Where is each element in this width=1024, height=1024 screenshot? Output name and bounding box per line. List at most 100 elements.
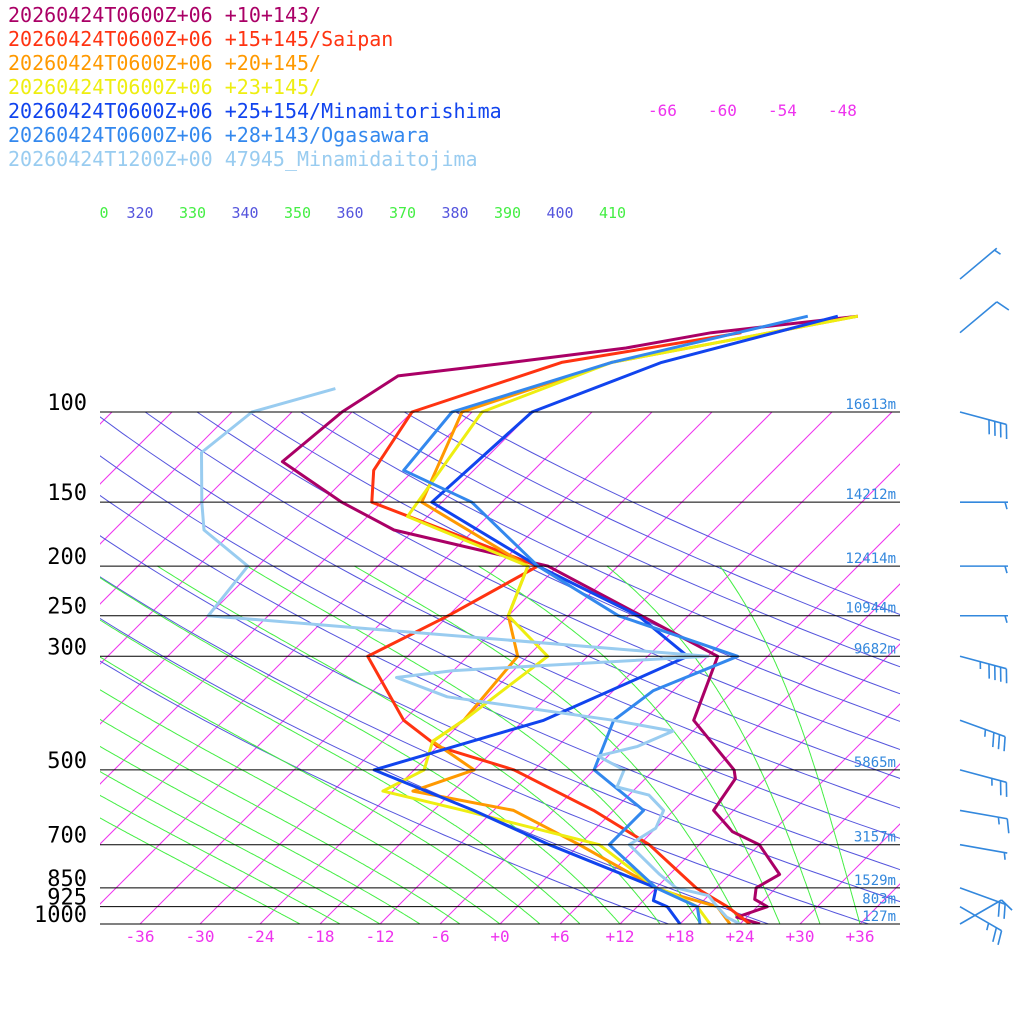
upper-isotherm-label: -60 bbox=[708, 101, 737, 120]
temperature-tick-label: -36 bbox=[126, 927, 155, 946]
theta-label: 330 bbox=[179, 204, 206, 222]
pressure-tick-label: 200 bbox=[47, 545, 87, 570]
wind-barb bbox=[959, 899, 1013, 925]
temperature-tick-label: +24 bbox=[726, 927, 755, 946]
sounding-line-1 bbox=[280, 314, 858, 924]
isotherm-line bbox=[619, 643, 900, 924]
isotherm-line bbox=[100, 411, 413, 725]
wind-barb bbox=[959, 411, 1008, 439]
temperature-tick-label: -12 bbox=[366, 927, 395, 946]
moist-adiabat-line bbox=[719, 565, 861, 924]
isotherm-line bbox=[139, 411, 653, 924]
isotherm-line bbox=[100, 411, 473, 785]
moist-adiabat-line bbox=[246, 565, 701, 924]
sounding-line-7 bbox=[200, 387, 741, 924]
theta-label: 320 bbox=[126, 204, 153, 222]
height-label: 1529m bbox=[854, 873, 896, 889]
pressure-tick-label: 850 bbox=[47, 867, 87, 892]
legend-entry: 20260424T0600Z+06 +28+143/Ogasawara bbox=[8, 123, 429, 147]
isotherm-line bbox=[799, 823, 900, 924]
wind-barb bbox=[959, 301, 1010, 334]
sounding-line-5 bbox=[372, 314, 839, 924]
moist-adiabat-line bbox=[100, 817, 301, 924]
height-label: 16613m bbox=[845, 397, 896, 413]
legend-entry: 20260424T0600Z+06 +23+145/ bbox=[8, 75, 321, 99]
moist-adiabat-line bbox=[100, 619, 581, 924]
dry-adiabat-line bbox=[100, 660, 669, 924]
theta-label: 0 bbox=[99, 204, 108, 222]
temperature-tick-label: +6 bbox=[550, 927, 569, 946]
wind-barb bbox=[959, 887, 1006, 919]
temperature-tick-label: -30 bbox=[186, 927, 215, 946]
height-label: 12414m bbox=[845, 551, 896, 567]
height-label: 5865m bbox=[854, 755, 896, 771]
wind-barb bbox=[959, 247, 1001, 280]
legend-entry: 20260424T0600Z+06 +25+154/Minamitorishim… bbox=[8, 99, 502, 123]
isotherm-line bbox=[100, 411, 233, 545]
sounding-line-2 bbox=[366, 331, 751, 924]
temperature-tick-label: +30 bbox=[786, 927, 815, 946]
isotherm-line bbox=[559, 583, 900, 924]
pressure-tick-label: 1000 bbox=[34, 903, 87, 928]
moist-adiabat-line bbox=[100, 577, 621, 924]
height-label: 10944m bbox=[845, 601, 896, 617]
temperature-tick-label: -18 bbox=[306, 927, 335, 946]
temperature-tick-label: -24 bbox=[246, 927, 275, 946]
legend-entry: 20260424T0600Z+06 +10+143/ bbox=[8, 3, 321, 27]
pressure-tick-label: 150 bbox=[47, 481, 87, 506]
legend-entry: 20260424T0600Z+06 +15+145/Saipan bbox=[8, 27, 393, 51]
moist-adiabat-line bbox=[100, 718, 461, 924]
wind-barb bbox=[959, 769, 1008, 797]
pressure-tick-label: 250 bbox=[47, 595, 87, 620]
height-label: 14212m bbox=[845, 487, 896, 503]
moist-adiabat-line bbox=[100, 794, 341, 924]
isotherm-line bbox=[0, 412, 52, 924]
moist-adiabat-line bbox=[478, 565, 781, 924]
wind-barb bbox=[959, 843, 1008, 860]
isotherm-line bbox=[739, 763, 900, 924]
theta-label: 410 bbox=[599, 204, 626, 222]
pressure-tick-label: 100 bbox=[47, 391, 87, 416]
theta-label: 390 bbox=[494, 204, 521, 222]
wind-barb bbox=[959, 655, 1008, 684]
upper-isotherm-label: -54 bbox=[768, 101, 797, 120]
pressure-tick-label: 500 bbox=[47, 749, 87, 774]
moist-adiabat-line bbox=[100, 771, 381, 924]
pressure-tick-label: 925 bbox=[47, 886, 87, 911]
temperature-tick-label: +18 bbox=[666, 927, 695, 946]
isotherm-line bbox=[319, 411, 833, 924]
legend-entry: 20260424T0600Z+06 +20+145/ bbox=[8, 51, 321, 75]
isotherm-line bbox=[379, 411, 893, 924]
theta-label: 380 bbox=[441, 204, 468, 222]
wind-barb bbox=[960, 565, 1008, 574]
moist-adiabat-line bbox=[100, 745, 421, 924]
height-label: 3157m bbox=[854, 830, 896, 846]
isotherm-line bbox=[499, 523, 900, 924]
moist-adiabat-line bbox=[354, 565, 741, 924]
pressure-tick-label: 700 bbox=[47, 824, 87, 849]
theta-label: 350 bbox=[284, 204, 311, 222]
temperature-tick-label: +12 bbox=[606, 927, 635, 946]
isotherm-line bbox=[439, 463, 900, 924]
isotherm-line bbox=[100, 411, 293, 605]
isotherm-line bbox=[100, 411, 353, 665]
height-label: 803m bbox=[862, 892, 896, 908]
wind-barb bbox=[960, 614, 1008, 623]
upper-isotherm-label: -66 bbox=[648, 101, 677, 120]
isotherm-line bbox=[100, 411, 533, 845]
wind-barb bbox=[960, 501, 1008, 510]
pressure-tick-label: 300 bbox=[47, 635, 87, 660]
sounding-line-6 bbox=[402, 314, 809, 924]
temperature-tick-label: -6 bbox=[430, 927, 449, 946]
wind-barb bbox=[959, 809, 1010, 834]
wind-barbs bbox=[959, 247, 1013, 945]
moist-adiabat-line bbox=[100, 689, 501, 924]
isotherm-line bbox=[679, 703, 900, 924]
sounding-series bbox=[200, 314, 859, 924]
theta-label: 400 bbox=[546, 204, 573, 222]
theta-label: 370 bbox=[389, 204, 416, 222]
moist-adiabat-line bbox=[100, 656, 541, 924]
upper-isotherm-label: -48 bbox=[828, 101, 857, 120]
